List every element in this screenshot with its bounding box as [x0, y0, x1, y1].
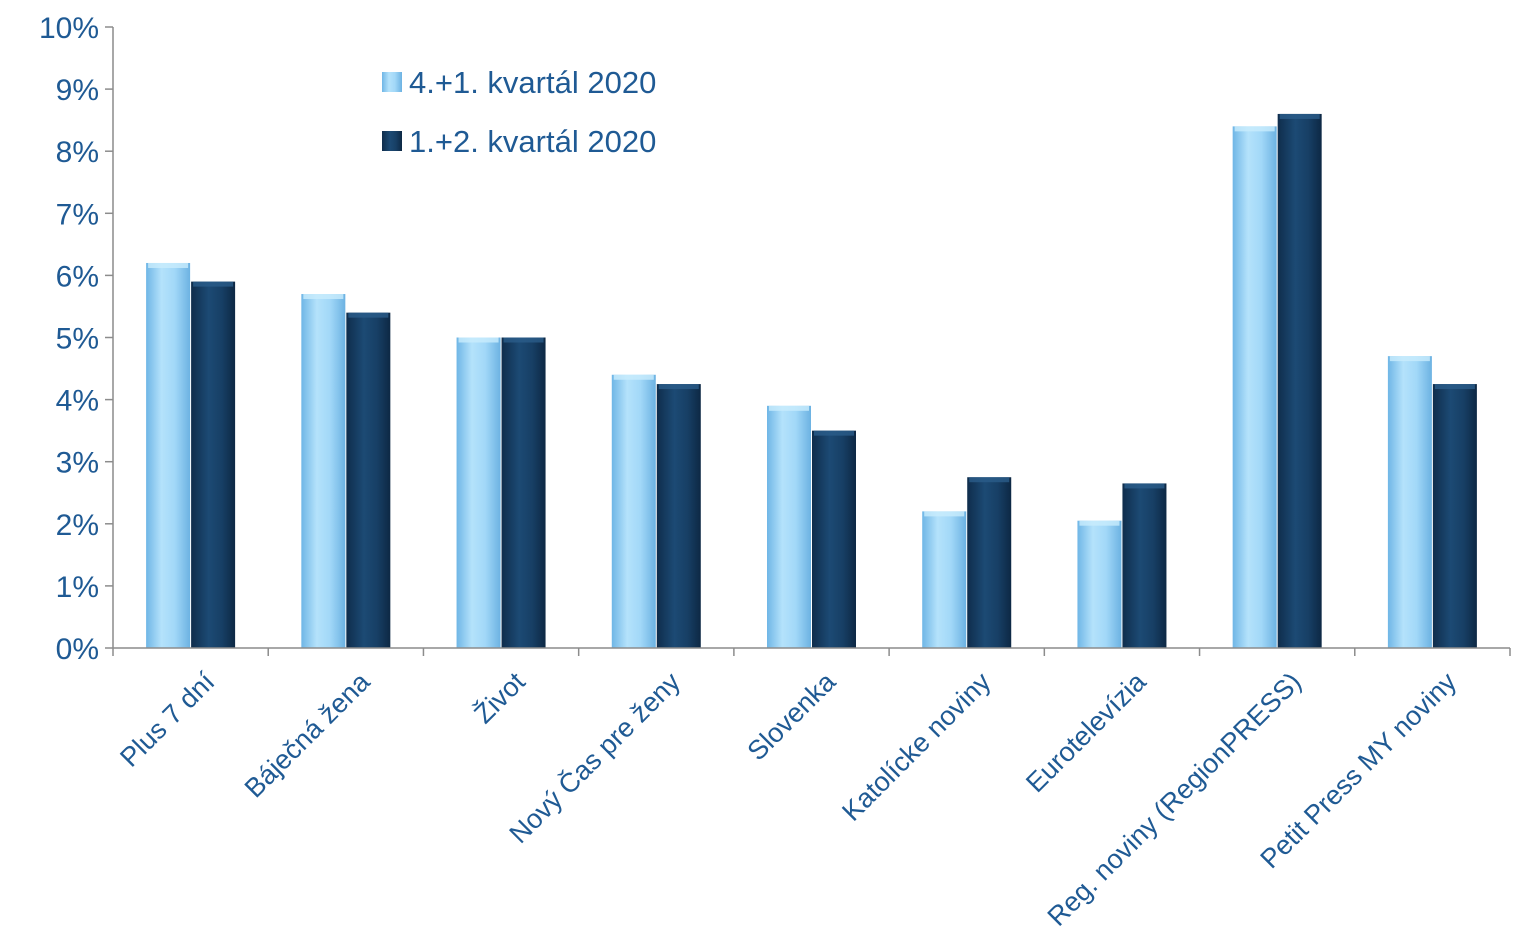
bar-cap-1-9 [1389, 356, 1430, 362]
bar-cap-2-6 [969, 477, 1010, 483]
bar-1-8 [1232, 126, 1277, 649]
bar-1-9 [1387, 356, 1432, 648]
bar-1-5 [767, 405, 811, 648]
bar-cap-1-4 [613, 374, 654, 380]
bar-cap-2-2 [348, 312, 389, 318]
bar-cap-1-1 [148, 262, 189, 268]
bar-cap-1-7 [1079, 520, 1120, 526]
bar-2-4 [656, 384, 701, 648]
legend-swatch [382, 72, 402, 92]
x-tick-label: Báječná žena [239, 666, 377, 804]
bar-cap-2-1 [193, 281, 234, 287]
bar-2-2 [346, 312, 391, 648]
x-tick-label: Život [468, 666, 532, 730]
bar-cap-2-7 [1124, 483, 1165, 489]
bar-cap-2-9 [1434, 384, 1475, 390]
y-tick-label: 5% [56, 323, 99, 356]
legend-label: 1.+2. kvartál 2020 [409, 124, 656, 159]
x-tick-label: Nový Čas pre ženy [503, 666, 687, 850]
y-tick-label: 6% [56, 260, 99, 293]
y-tick-label: 8% [56, 136, 99, 169]
bar-cap-2-5 [814, 430, 854, 436]
y-tick-label: 3% [56, 447, 99, 480]
y-tick-label: 9% [56, 74, 99, 107]
legend-swatch [382, 131, 402, 151]
y-tick-label: 1% [56, 571, 99, 604]
x-tick-label: Reg. noviny (RegionPRESS) [1042, 667, 1307, 931]
legend-item: 1.+2. kvartál 2020 [382, 124, 656, 159]
bar-2-8 [1277, 113, 1322, 648]
legend-label: 4.+1. kvartál 2020 [409, 65, 656, 100]
bar-2-1 [191, 281, 236, 648]
x-tick-label: Eurotelevízia [1020, 666, 1152, 798]
legend-item: 4.+1. kvartál 2020 [382, 65, 656, 100]
bar-1-1 [146, 262, 191, 648]
bar-2-5 [812, 430, 856, 648]
bar-cap-1-6 [924, 511, 965, 517]
bar-cap-1-5 [769, 405, 809, 411]
bar-2-6 [967, 477, 1012, 648]
bar-2-9 [1432, 384, 1477, 648]
x-tick-label: Katolícke noviny [836, 666, 997, 827]
bar-1-3 [456, 337, 501, 648]
bar-1-4 [611, 374, 656, 648]
bar-cap-1-3 [458, 337, 499, 343]
bar-1-7 [1077, 520, 1122, 648]
bar-cap-2-4 [658, 384, 699, 390]
bar-cap-2-8 [1279, 113, 1320, 119]
bar-1-6 [922, 511, 967, 648]
bar-2-3 [501, 337, 546, 648]
bar-1-2 [301, 294, 346, 648]
bar-cap-1-2 [303, 294, 344, 300]
y-tick-label: 4% [56, 385, 99, 418]
bar-cap-2-3 [503, 337, 544, 343]
x-tick-label: Plus 7 dní [114, 666, 220, 772]
x-tick-label: Slovenka [742, 666, 842, 766]
bar-2-7 [1122, 483, 1167, 648]
bar-cap-1-8 [1234, 126, 1275, 132]
y-tick-label: 0% [56, 633, 99, 666]
y-tick-label: 7% [56, 198, 99, 231]
y-tick-label: 2% [56, 509, 99, 542]
y-tick-label: 10% [39, 12, 99, 45]
